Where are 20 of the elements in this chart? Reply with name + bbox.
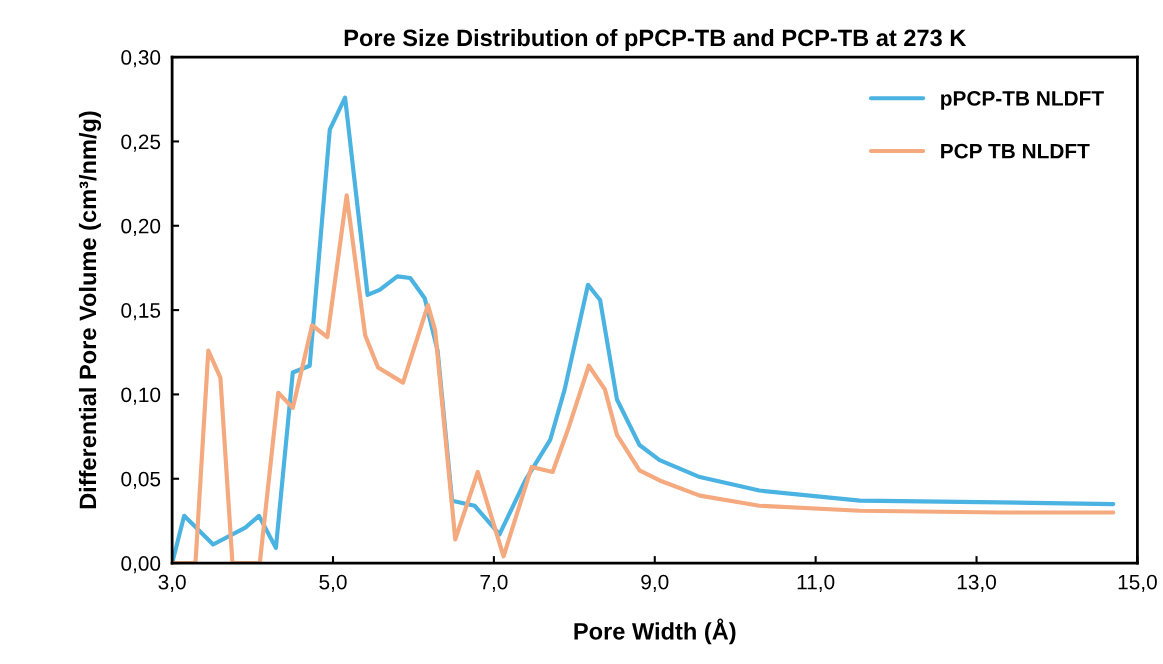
x-tick-label: 3,0 (158, 574, 186, 592)
y-tick-label: 0,05 (121, 471, 161, 489)
y-axis-title: Differential Pore Volume (cm³/nm/g) (78, 111, 102, 509)
y-tick-label: 0,10 (121, 387, 161, 405)
x-tick-label: 13,0 (957, 574, 996, 592)
y-tick-label: 0,30 (121, 50, 161, 68)
y-tick-label: 0,25 (121, 134, 161, 152)
line-series (172, 193, 1116, 564)
x-tick-label: 5,0 (319, 574, 347, 592)
y-tick-label: 0,00 (121, 556, 161, 574)
y-tick-label: 0,20 (121, 218, 161, 236)
x-axis-title: Pore Width (Å) (574, 618, 736, 645)
y-tick-label: 0,15 (121, 303, 161, 321)
legend-label: pPCP-TB NLDFT (941, 90, 1104, 110)
chart-title: Pore Size Distribution of pPCP-TB and PCP-TB at 273 K (344, 28, 967, 51)
x-tick-label: 11,0 (797, 574, 835, 592)
x-tick-label: 7,0 (480, 574, 508, 592)
legend-label: PCP TB NLDFT (941, 143, 1090, 159)
x-tick-label: 9,0 (641, 574, 669, 592)
x-tick-label: 15,0 (1118, 574, 1157, 592)
